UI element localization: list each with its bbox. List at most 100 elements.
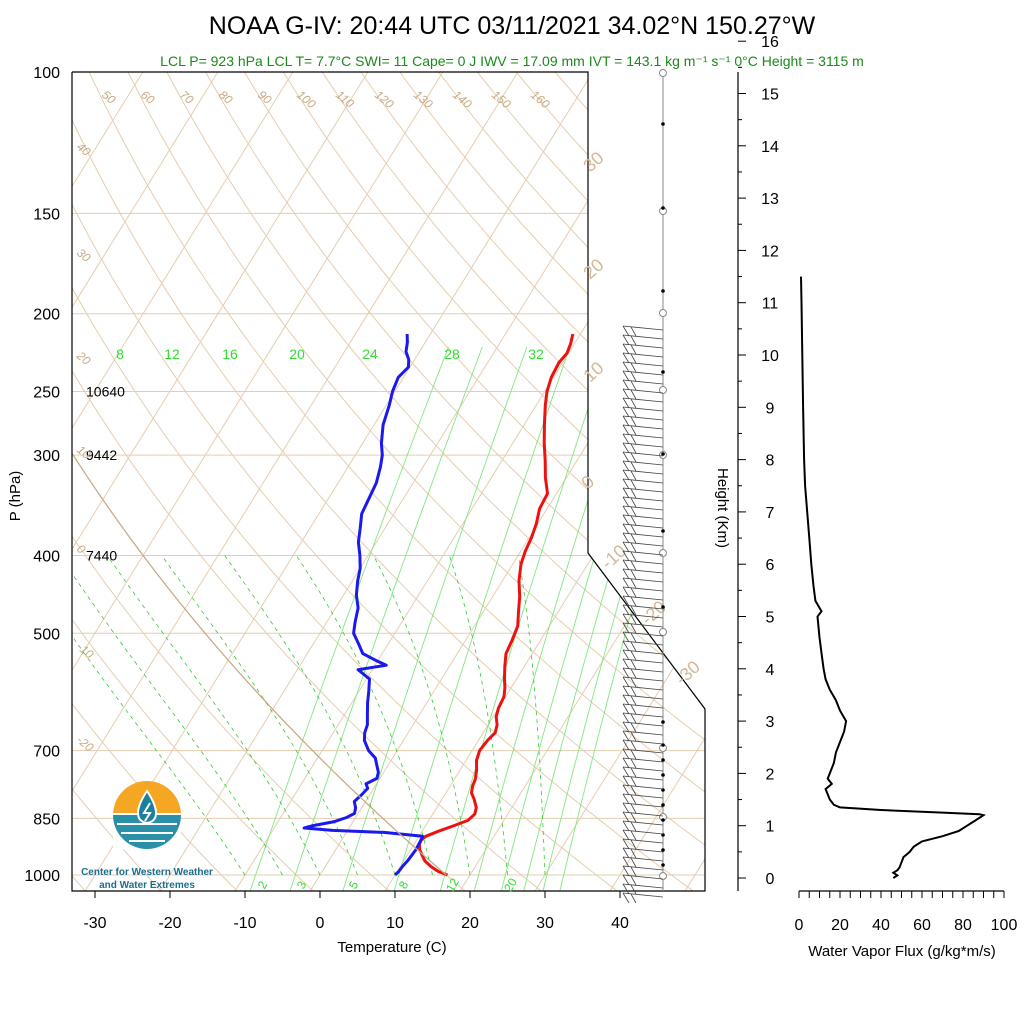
wind-barb-flag (622, 892, 630, 904)
wind-barb-flag (630, 695, 637, 706)
wind-barb-flag (622, 478, 630, 490)
wind-barb-flag (630, 434, 637, 445)
wind-barb-flag (630, 884, 637, 895)
wind-barb-flag (630, 866, 637, 877)
wind-barb-staff (622, 847, 664, 853)
calm-wind-marker (659, 549, 667, 557)
wind-barb-staff (622, 775, 664, 781)
wind-barb-flag (622, 748, 630, 760)
wind-barb-flag (622, 802, 630, 814)
wind-barb-staff (622, 640, 664, 646)
wind-barb-staff (622, 685, 664, 691)
wind-barb-flag (622, 766, 630, 778)
wind-barb-flag (630, 641, 637, 652)
temp-tick-label: -20 (158, 915, 181, 932)
wind-level-dot (661, 605, 665, 609)
logo-text-line2: and Water Extremes (99, 880, 195, 891)
height-tick-label: 13 (761, 191, 779, 208)
wind-level-dot (661, 370, 665, 374)
wind-barb-flag (622, 856, 630, 868)
wind-barb-flag (630, 821, 637, 832)
wind-barb-flag (622, 406, 630, 418)
wind-barb-staff (622, 433, 664, 439)
logo-text-line1: Center for Western Weather (81, 867, 213, 878)
wind-barb-flag (622, 325, 630, 337)
wind-barb-staff (622, 352, 664, 358)
wind-barb-flag (622, 541, 630, 553)
wind-level-dot (661, 289, 665, 293)
isotherm-label: 10 (579, 358, 607, 386)
wind-barb-flag (622, 793, 630, 805)
wind-barb-staff (622, 334, 664, 340)
wind-barb-flag (630, 632, 637, 643)
wind-barb-flag (630, 668, 637, 679)
flux-profile-line (800, 276, 986, 879)
height-tick-label: 7 (766, 505, 775, 522)
dry-adiabat-line (72, 72, 543, 891)
wind-barb-staff (622, 397, 664, 403)
wind-barb-flag (622, 721, 630, 733)
wind-barb-staff (622, 649, 664, 655)
wind-barb-staff (622, 406, 664, 412)
wind-barb-flag (630, 677, 637, 688)
isotherm-label: -30 (671, 657, 704, 689)
dry-adiabat-line (72, 72, 315, 891)
wind-barb-staff (622, 658, 664, 664)
wind-barb-staff (622, 694, 664, 700)
dry-adiabat-line (72, 72, 163, 891)
dry-adiabat-label: 120 (372, 88, 397, 112)
isotherm-line (72, 72, 369, 891)
height-tick-label: 2 (766, 766, 775, 783)
wind-barb-flag (622, 838, 630, 850)
wind-barb-staff (622, 721, 664, 727)
wind-barb-flag (622, 379, 630, 391)
wind-barb-flag (622, 847, 630, 859)
isotherm-line (72, 72, 219, 891)
mixing-ratio-label: 8 (116, 346, 124, 362)
pressure-tick-label: 850 (33, 811, 60, 828)
isotherm-line (72, 72, 519, 891)
wind-barb-staff (622, 550, 664, 556)
mixing-ratio-line (289, 346, 483, 891)
wind-barb-flag (630, 407, 637, 418)
temp-tick-label: -10 (233, 915, 256, 932)
isotherm-line (384, 72, 705, 891)
wind-barb-flag (630, 623, 637, 634)
dry-adiabat-line (399, 72, 705, 891)
wind-barb-flag (622, 667, 630, 679)
wind-barb-staff (622, 883, 664, 889)
wind-barb-flag (630, 425, 637, 436)
dry-adiabat-line (476, 72, 705, 891)
wind-barb-flag (622, 514, 630, 526)
wind-barb-flag (622, 586, 630, 598)
dry-adiabat-line (205, 72, 705, 891)
moist-adiabat-line (72, 555, 283, 876)
height-tick-label: 10 (761, 348, 779, 365)
flux-tick-label: 80 (954, 917, 972, 934)
moist-adiabat-label: 2 (255, 878, 271, 891)
wind-barb-staff (622, 532, 664, 538)
wind-barb-flag (622, 415, 630, 427)
wind-barb-staff (622, 631, 664, 637)
wind-barb-flag (630, 722, 637, 733)
moist-adiabat-label: 12 (443, 875, 462, 894)
isotherm-line (159, 72, 669, 891)
moist-adiabat-label: 5 (346, 878, 362, 891)
isotherm-line (534, 72, 705, 891)
wind-barb-flag (622, 604, 630, 616)
wind-barb-flag (622, 829, 630, 841)
temp-tick-label: 0 (316, 915, 325, 932)
isotherm-line (84, 72, 594, 891)
wind-barb-flag (622, 496, 630, 508)
wind-barb-flag (630, 839, 637, 850)
cw3e-logo: Center for Western Weather and Water Ext… (81, 781, 213, 891)
height-label: 7440 (86, 547, 117, 563)
height-tick-label: 16 (761, 34, 779, 51)
wind-barb-flag (622, 874, 630, 886)
wind-barb-staff (622, 487, 664, 493)
wind-level-dot (661, 818, 665, 822)
wind-barb-staff (622, 514, 664, 520)
wind-barb-flag (630, 857, 637, 868)
dry-adiabat-label: 90 (255, 88, 274, 108)
